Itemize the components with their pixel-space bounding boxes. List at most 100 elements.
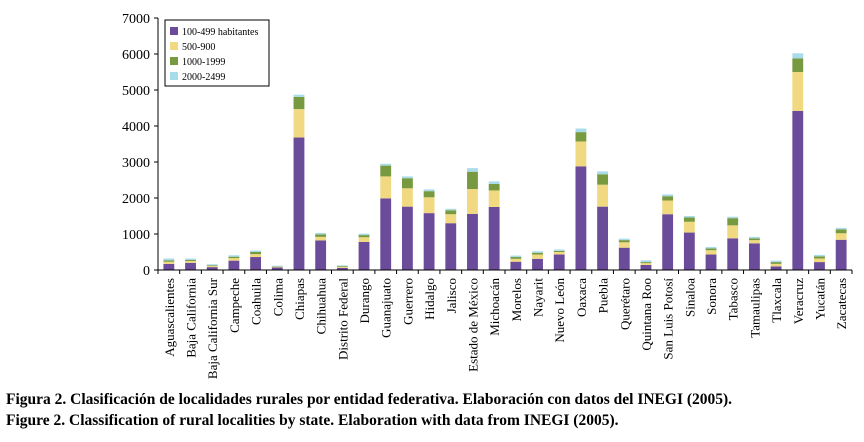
x-tick-label: Guerrero xyxy=(400,278,415,325)
bar-segment xyxy=(315,234,327,237)
x-tick-label: Nuevo León xyxy=(552,278,567,343)
bar-segment xyxy=(271,265,283,267)
legend-label: 2000-2499 xyxy=(182,72,225,83)
bar-segment xyxy=(640,262,652,264)
bar-segment xyxy=(814,254,825,257)
bar-segment xyxy=(293,137,305,270)
bar-segment xyxy=(640,264,652,270)
y-tick-label: 4000 xyxy=(122,120,150,135)
bar-segment xyxy=(792,53,804,59)
x-tick-label: Sinaloa xyxy=(682,278,697,317)
bar-segment xyxy=(380,198,392,270)
bar-segment xyxy=(315,240,327,270)
x-tick-label: Tamaulipas xyxy=(747,278,762,338)
bar-segment xyxy=(618,238,630,241)
bar-segment xyxy=(510,261,522,270)
bar-segment xyxy=(575,128,587,133)
bar-segment xyxy=(727,238,739,270)
legend-swatch xyxy=(170,27,178,35)
x-tick-label: Veracruz xyxy=(791,278,806,324)
x-tick-label: San Luis Potosí xyxy=(661,278,676,360)
bar-segment xyxy=(814,256,825,259)
bar-segment xyxy=(705,254,717,270)
x-tick-label: Baja California xyxy=(184,278,199,358)
bar-segment xyxy=(553,250,565,252)
bar-segment xyxy=(163,260,175,262)
y-tick-label: 3000 xyxy=(122,156,150,171)
bar-segment xyxy=(228,260,240,270)
x-tick-label: Chiapas xyxy=(292,278,307,320)
bar-segment xyxy=(336,266,348,268)
bar-segment xyxy=(380,165,392,177)
x-tick-label: Michoacán xyxy=(487,278,502,336)
bar-segment xyxy=(553,254,565,270)
x-tick-label: Estado de México xyxy=(465,278,480,372)
y-tick-label: 1000 xyxy=(122,228,150,243)
bar-segment xyxy=(423,213,435,270)
legend-swatch xyxy=(170,72,178,80)
bar-segment xyxy=(467,168,478,172)
x-tick-label: Distrito Federal xyxy=(335,278,350,360)
bar-segment xyxy=(835,233,847,240)
bar-segment xyxy=(792,110,804,270)
legend: 100-499 habitantes 500-900 1000-1999 2000-2… xyxy=(164,19,270,87)
bar-segment xyxy=(705,250,717,255)
bar-segment xyxy=(575,166,587,270)
x-tick-label: Jalisco xyxy=(444,278,459,313)
bar-segment xyxy=(467,189,478,214)
bar-segment xyxy=(792,58,804,72)
bar-segment xyxy=(250,257,262,270)
bar-segment xyxy=(380,176,392,199)
x-tick-label: Sonora xyxy=(704,278,719,315)
y-tick-label: 6000 xyxy=(122,48,150,63)
bar-segment xyxy=(770,266,782,270)
bar-segment xyxy=(401,206,413,270)
bar-segment xyxy=(380,163,392,166)
bar-segment xyxy=(467,213,478,270)
bar-segment xyxy=(336,267,348,270)
bar-segment xyxy=(185,259,196,261)
legend-swatch xyxy=(170,57,178,65)
bar-segment xyxy=(163,261,175,264)
x-tick-label: Nayarit xyxy=(531,278,546,317)
bar-segment xyxy=(358,235,370,238)
bar-segment xyxy=(510,255,522,258)
bar-segment xyxy=(445,223,457,270)
y-tick-label: 7000 xyxy=(122,12,150,27)
bar-segment xyxy=(835,227,847,230)
legend-label: 500-900 xyxy=(182,42,215,53)
bar-segment xyxy=(336,266,348,267)
x-tick-label: Tlaxcala xyxy=(769,278,784,323)
bar-segment xyxy=(488,207,500,270)
bar-segment xyxy=(206,264,218,266)
bar-segment xyxy=(748,243,760,270)
bar-segment xyxy=(206,267,218,270)
bar-segment xyxy=(532,252,543,255)
y-tick-label: 0 xyxy=(143,264,150,279)
bar-segment xyxy=(488,190,500,207)
bar-segment xyxy=(510,257,522,259)
bar-segment xyxy=(445,208,457,211)
bar-segment xyxy=(597,184,609,207)
bar-segment xyxy=(228,258,240,261)
bar-segment xyxy=(553,252,565,255)
bar-segment xyxy=(705,246,717,249)
bar-segment xyxy=(727,225,739,239)
bar-segment xyxy=(835,229,847,234)
bar-segment xyxy=(532,254,543,259)
bar-segment xyxy=(792,72,804,111)
bar-segment xyxy=(293,109,305,138)
bars xyxy=(163,53,847,270)
bar-segment xyxy=(401,178,413,189)
bar-segment xyxy=(597,206,609,270)
legend-label: 1000-1999 xyxy=(182,57,225,68)
x-tick-label: Morelos xyxy=(509,278,524,321)
x-tick-label: Querétaro xyxy=(617,278,632,330)
bar-segment xyxy=(293,96,305,110)
legend-label: 100-499 habitantes xyxy=(182,27,258,38)
bar-segment xyxy=(206,266,218,268)
bar-segment xyxy=(358,233,370,236)
bar-segment xyxy=(662,214,674,270)
bar-segment xyxy=(510,258,522,262)
bar-segment xyxy=(683,221,695,233)
